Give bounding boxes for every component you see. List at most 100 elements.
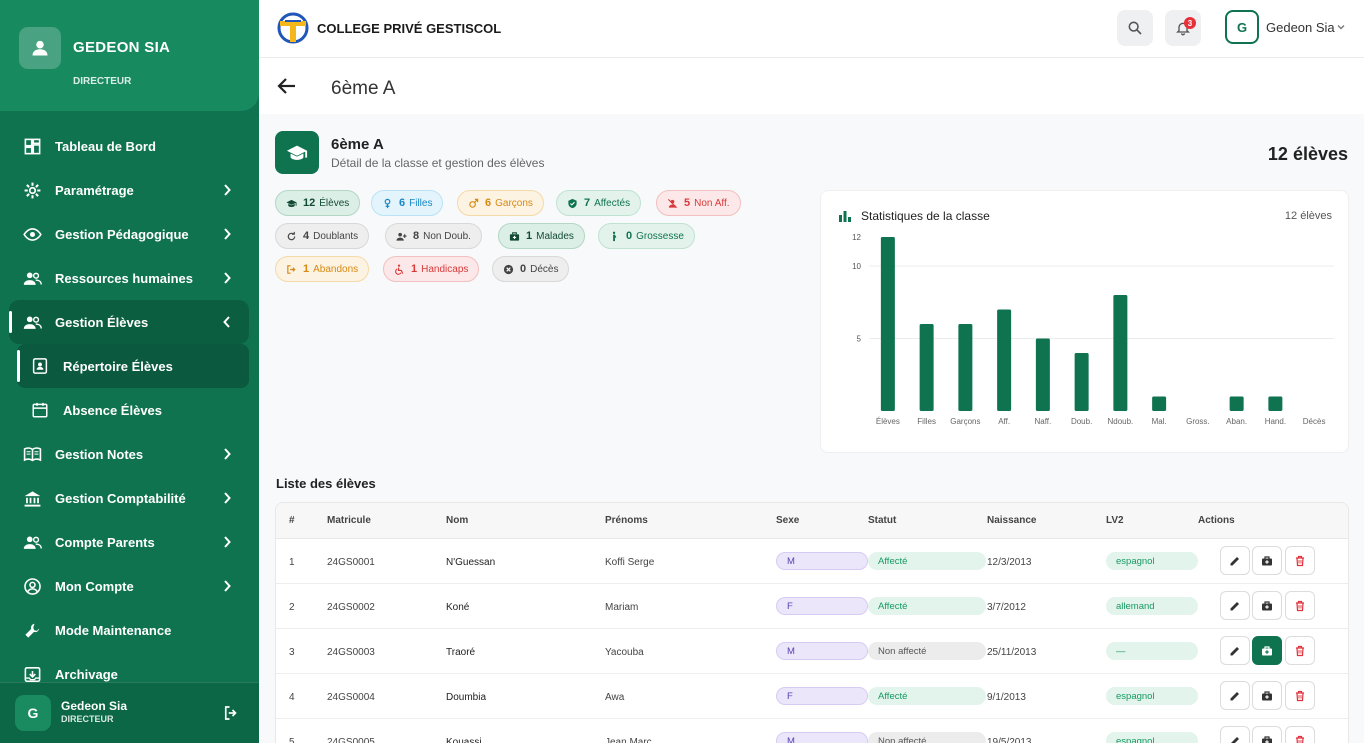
table-row: 1 24GS0001 N'Guessan Koffi Serge M Affecté 12/… (276, 539, 1348, 584)
sidebar-item-label: Paramétrage (55, 182, 134, 198)
user-menu-avatar[interactable]: G (1225, 10, 1259, 44)
sidebar-item-label: Mon Compte (55, 578, 134, 594)
delete-button[interactable] (1285, 546, 1315, 575)
chart-bar-aff (997, 309, 1012, 411)
sidebar-item-compte-parents[interactable]: Compte Parents (0, 520, 259, 564)
medical-status-button[interactable] (1252, 726, 1282, 743)
delete-button[interactable] (1285, 591, 1315, 620)
sidebar-item-ressources-humaines[interactable]: Ressources humaines (0, 256, 259, 300)
chart-bar-garcons (958, 324, 973, 411)
footer-user-name: Gedeon Sia (61, 699, 128, 713)
sidebar-item-mon-compte[interactable]: Mon Compte (0, 564, 259, 608)
contact-card-icon (32, 358, 48, 374)
sidebar-item-gestion-pedagogique[interactable]: Gestion Pédagogique (0, 212, 259, 256)
stat-pill-value: 7 (584, 197, 591, 209)
medical-kit-icon (1262, 690, 1272, 700)
user-menu-name[interactable]: Gedeon Sia (1266, 20, 1335, 35)
row-sexe-badge: M (776, 642, 868, 660)
sidebar-item-gestion-eleves[interactable]: Gestion Élèves (9, 300, 249, 344)
dashboard-icon (24, 138, 41, 155)
sidebar-item-repertoire-eleves[interactable]: Répertoire Élèves (17, 344, 249, 388)
edit-button[interactable] (1220, 681, 1250, 710)
edit-button[interactable] (1220, 636, 1250, 665)
class-student-count: 12 élèves (1267, 144, 1348, 164)
stat-pill-value: 5 (684, 197, 691, 209)
notifications-button[interactable]: 3 (1165, 10, 1201, 46)
shield-check-icon (568, 198, 577, 208)
chart-bar-eleves (880, 237, 895, 411)
chart-bar-ndoub (1113, 295, 1128, 411)
chart-x-tick-label: Aban. (1226, 417, 1247, 426)
row-nom: Traoré (446, 647, 476, 658)
sidebar-item-label: Répertoire Élèves (63, 358, 173, 374)
edit-button[interactable] (1220, 546, 1250, 575)
stat-pill-abandons: 1 Abandons (275, 256, 370, 282)
table-row: 5 24GS0005 Kouassi Jean Marc M Non affecté 19/… (276, 719, 1348, 743)
table-header: # Matricule Nom Prénoms Sexe Statut Naissance L… (276, 503, 1348, 539)
medical-status-button[interactable] (1252, 591, 1282, 620)
pencil-icon (1230, 646, 1239, 655)
chevron-down-icon[interactable] (1336, 22, 1346, 32)
sidebar-item-gestion-notes[interactable]: Gestion Notes (0, 432, 259, 476)
top-bar: COLLEGE PRIVÉ GESTISCOL 3 G Gedeon Sia (259, 0, 1364, 58)
edit-button[interactable] (1220, 726, 1250, 743)
sidebar-item-gestion-comptabilite[interactable]: Gestion Comptabilité (0, 476, 259, 520)
row-statut-badge: Affecté (868, 687, 986, 705)
row-prenoms: Yacouba (605, 647, 644, 658)
profile-card: GEDEON SIA DIRECTEUR (0, 0, 259, 111)
pregnant-icon (612, 231, 617, 241)
column-header-index: # (289, 515, 295, 526)
medical-status-button[interactable] (1252, 546, 1282, 575)
stat-pill-value: 4 (303, 230, 310, 242)
row-lv2-badge: espagnol (1106, 552, 1198, 570)
medical-status-button[interactable] (1252, 681, 1282, 710)
chart-count: 12 élèves (1284, 210, 1332, 222)
class-stats-chart: Statistiques de la classe 12 élèves 5 10 1… (820, 190, 1349, 453)
back-arrow-icon[interactable] (277, 77, 297, 95)
chart-x-tick-label: Ndoub. (1107, 417, 1133, 426)
row-index: 2 (289, 602, 295, 613)
logout-icon[interactable] (222, 704, 240, 722)
sidebar-item-label: Gestion Élèves (55, 314, 149, 330)
calendar-icon (32, 402, 48, 418)
medical-status-button[interactable] (1252, 636, 1282, 665)
stat-pill-garcons: 6 Garçons (457, 190, 544, 216)
stat-pill-label: Non Aff. (694, 197, 730, 209)
refresh-icon (287, 231, 296, 240)
sidebar-item-absence-eleves[interactable]: Absence Élèves (0, 388, 259, 432)
male-icon (469, 198, 479, 208)
chart-x-tick-label: Décès (1303, 417, 1326, 426)
search-button[interactable] (1117, 10, 1153, 46)
stat-pill-grossesse: 0 Grossesse (598, 223, 695, 249)
sidebar-item-label: Absence Élèves (63, 402, 163, 418)
row-sexe-badge: F (776, 597, 868, 615)
chart-bar-aban (1229, 396, 1244, 411)
footer-user-role: DIRECTEUR (61, 714, 114, 724)
stat-pill-deces: 0 Décès (492, 256, 570, 282)
stat-pill-non-doub: 8 Non Doub. (385, 223, 482, 249)
school-logo-icon (277, 12, 309, 44)
row-index: 5 (289, 737, 295, 743)
delete-button[interactable] (1285, 636, 1315, 665)
user-off-icon (667, 198, 678, 208)
chevron-right-icon (224, 272, 231, 284)
sidebar-item-tableau-de-bord[interactable]: Tableau de Bord (0, 124, 259, 168)
sidebar-item-archivage[interactable]: Archivage (0, 652, 259, 696)
delete-button[interactable] (1285, 726, 1315, 743)
stat-pill-value: 6 (485, 197, 492, 209)
stat-pill-value: 0 (626, 230, 633, 242)
chevron-right-icon (224, 228, 231, 240)
chart-bar-hand (1268, 396, 1283, 411)
sidebar-item-mode-maintenance[interactable]: Mode Maintenance (0, 608, 259, 652)
row-naissance: 12/3/2013 (987, 557, 1032, 568)
row-sexe-badge: M (776, 732, 868, 743)
column-header-naissance: Naissance (987, 515, 1037, 526)
column-header-lv2: LV2 (1106, 515, 1124, 526)
sidebar-item-parametrage[interactable]: Paramétrage (0, 168, 259, 212)
chart-bar-naff (1035, 338, 1050, 411)
edit-button[interactable] (1220, 591, 1250, 620)
column-header-matricule: Matricule (327, 515, 371, 526)
stat-pill-handicaps: 1 Handicaps (383, 256, 480, 282)
trash-icon (1296, 600, 1304, 611)
delete-button[interactable] (1285, 681, 1315, 710)
